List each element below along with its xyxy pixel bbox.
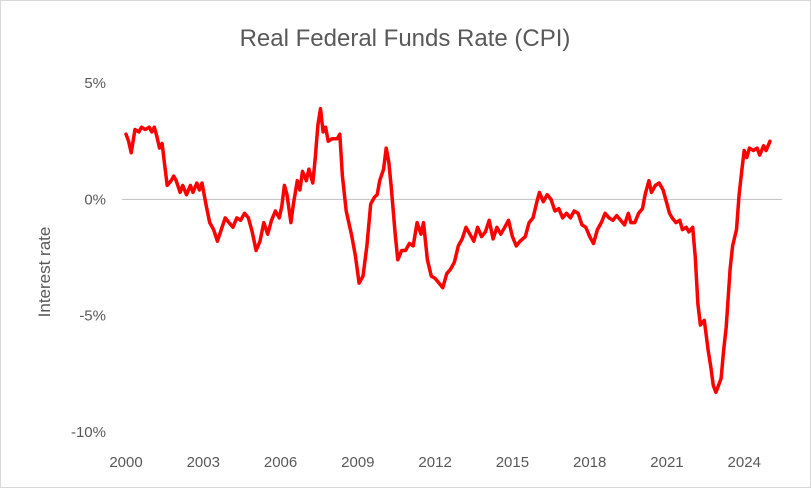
x-axis-ticks: 2000 2003 2006 2009 2012 2015 2018 2021 2024	[109, 454, 761, 471]
y-axis-ticks: 5% 0% -5% -10%	[71, 75, 106, 441]
x-tick-label: 2000	[109, 454, 142, 471]
y-axis-label: Interest rate	[35, 227, 54, 318]
chart-title: Real Federal Funds Rate (CPI)	[240, 25, 571, 52]
x-tick-label: 2003	[187, 454, 220, 471]
x-tick-label: 2012	[418, 454, 451, 471]
x-tick-label: 2024	[728, 454, 761, 471]
x-tick-label: 2021	[650, 454, 683, 471]
y-tick-label: 5%	[84, 75, 106, 92]
y-tick-label: 0%	[84, 191, 106, 208]
x-tick-label: 2018	[573, 454, 606, 471]
series-line-real-fed-funds	[124, 106, 772, 395]
x-tick-label: 2015	[496, 454, 529, 471]
y-tick-label: -5%	[79, 308, 106, 325]
x-tick-label: 2006	[264, 454, 297, 471]
y-tick-label: -10%	[71, 424, 106, 441]
x-tick-label: 2009	[341, 454, 374, 471]
